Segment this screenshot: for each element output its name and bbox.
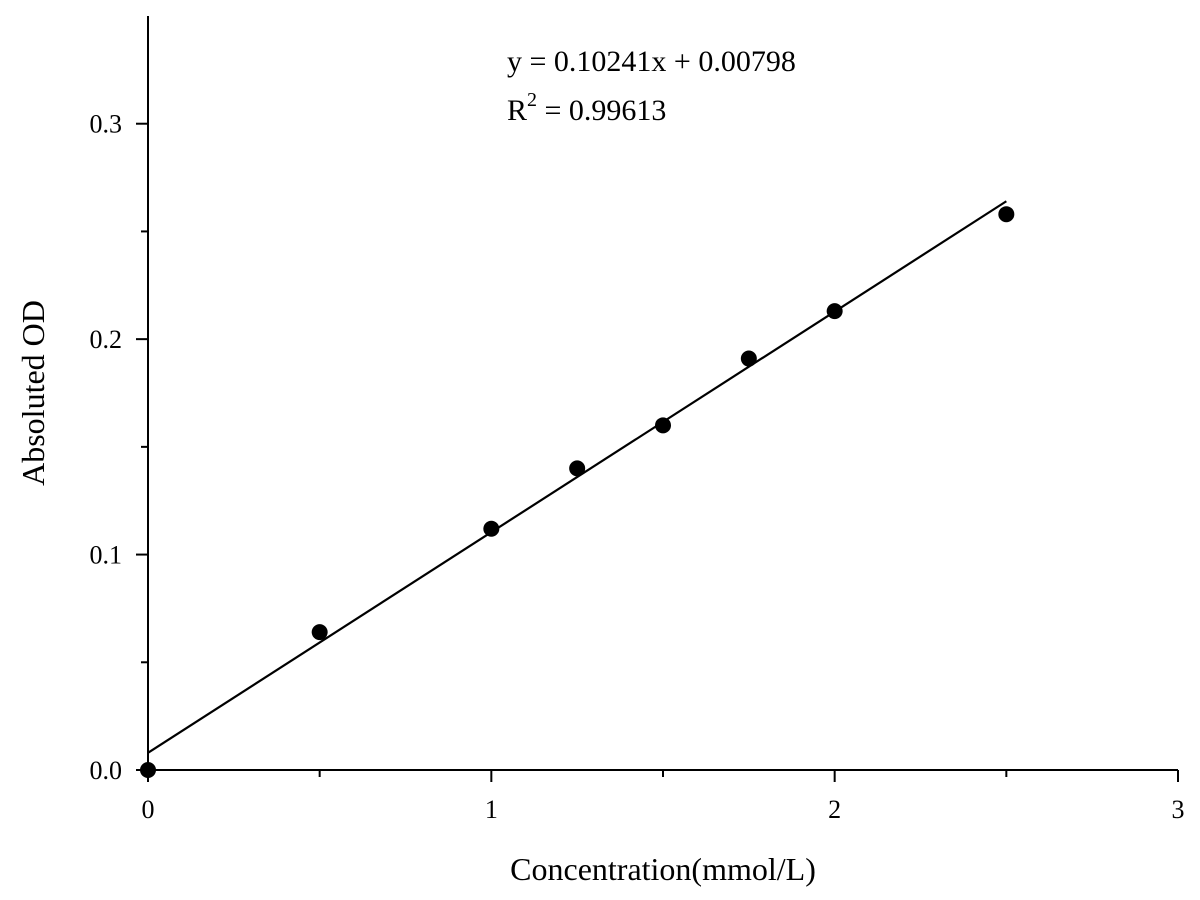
- data-points: [140, 206, 1015, 778]
- regression-equation: y = 0.10241x + 0.00798: [507, 45, 796, 78]
- x-tick-label: 2: [828, 795, 841, 824]
- data-point: [826, 303, 843, 320]
- data-point: [740, 350, 757, 367]
- data-point: [311, 624, 328, 641]
- y-axis-label: Absoluted OD: [15, 300, 51, 486]
- fit-line-group: [147, 200, 1007, 754]
- x-tick-label: 3: [1172, 795, 1185, 824]
- x-tick-label: 1: [485, 795, 498, 824]
- y-tick-label: 0.1: [90, 541, 123, 570]
- x-tick-label: 0: [142, 795, 155, 824]
- r-squared-superscript: 2: [527, 89, 537, 111]
- x-axis-label: Concentration(mmol/L): [510, 851, 816, 887]
- data-point: [140, 762, 156, 778]
- y-tick-label: 0.2: [90, 325, 123, 354]
- y-ticks: 0.0 0.1 0.2 0.3: [90, 110, 148, 785]
- data-point: [998, 206, 1015, 223]
- regression-line: [147, 200, 1007, 754]
- data-point: [483, 520, 500, 537]
- r-squared-value: = 0.99613: [537, 94, 666, 127]
- r-squared-annotation: R2 = 0.99613: [507, 89, 666, 127]
- x-ticks: 0 1 2 3: [142, 770, 1185, 824]
- r-squared-prefix: R: [507, 94, 527, 127]
- data-point: [569, 460, 586, 477]
- y-tick-label: 0.0: [90, 756, 123, 785]
- y-tick-label: 0.3: [90, 110, 123, 139]
- data-point: [655, 417, 671, 434]
- axes: [147, 16, 1178, 771]
